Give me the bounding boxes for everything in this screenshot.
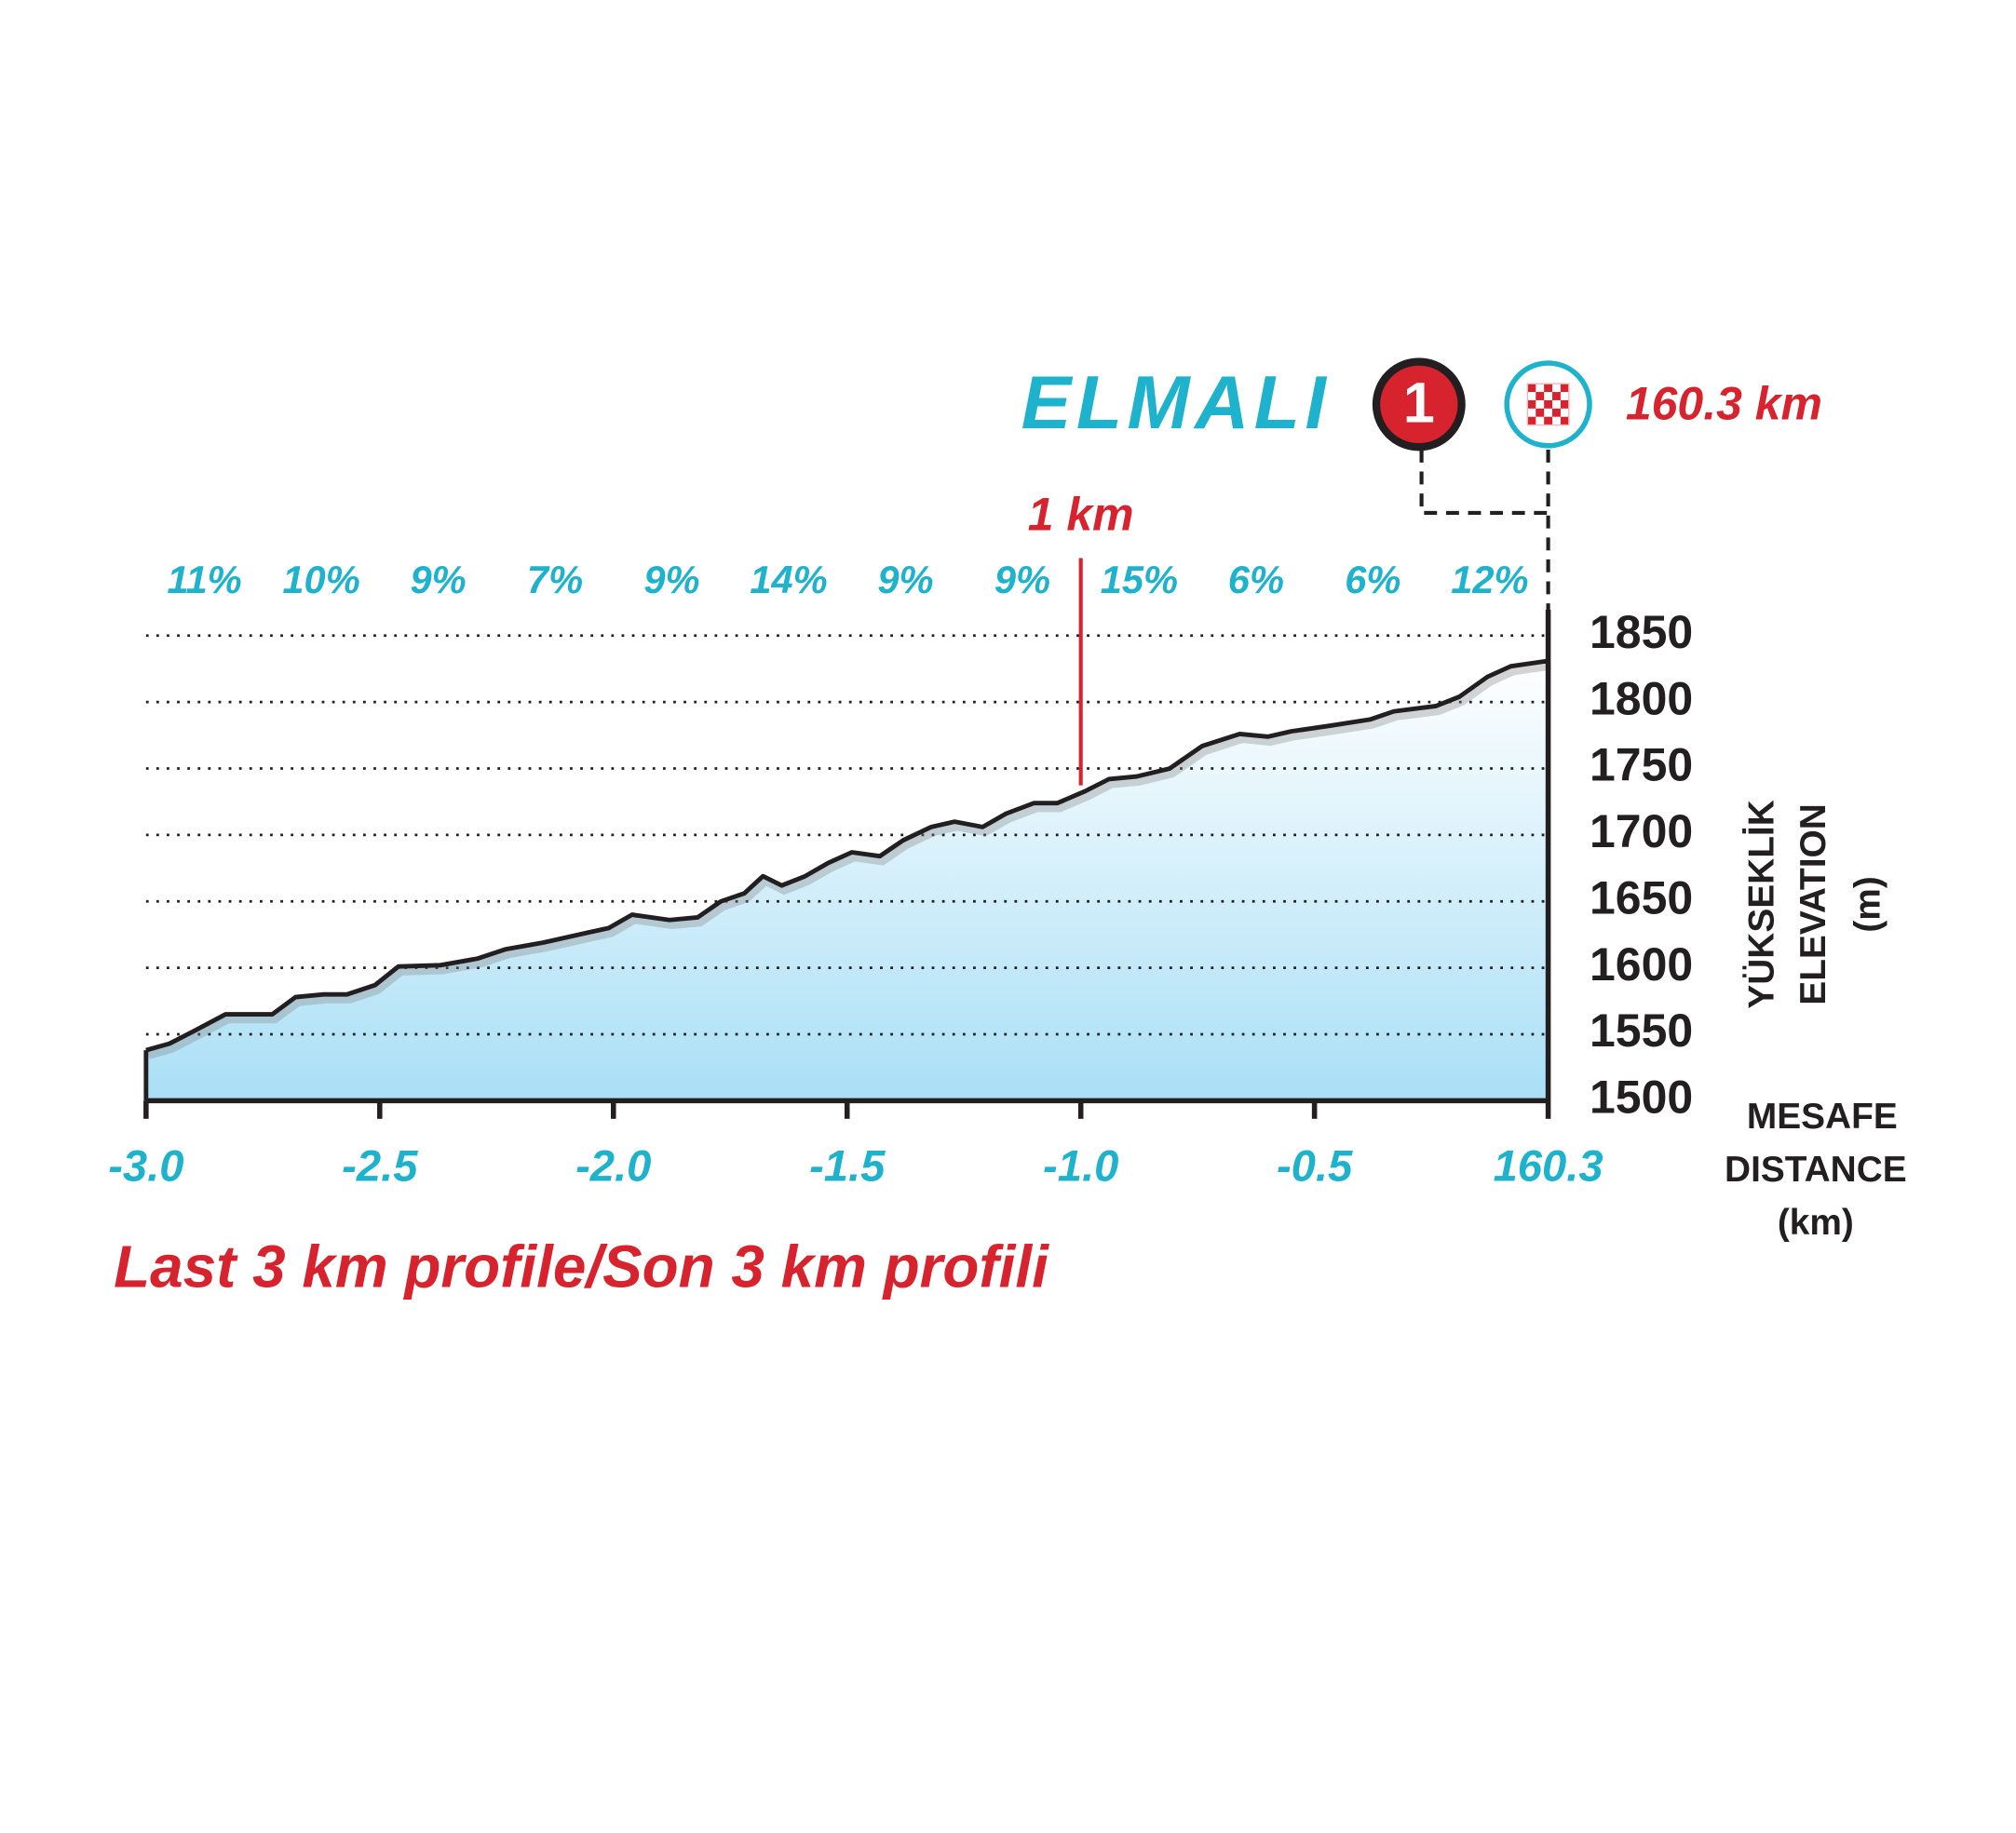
y-tick-label: 1750: [1590, 739, 1693, 791]
flag-cell: [1544, 399, 1553, 409]
gradient-label: 9%: [410, 558, 466, 601]
y-tick-label: 1800: [1590, 672, 1693, 724]
climb-category: 1: [1403, 371, 1435, 434]
gradient-label: 11%: [167, 558, 241, 601]
gradient-label: 7%: [527, 558, 583, 601]
flag-cell: [1560, 384, 1569, 393]
x-tick-label: -0.5: [1277, 1140, 1353, 1190]
flag-cell: [1527, 384, 1536, 393]
line-shadow: [147, 662, 1551, 1059]
flag-cell: [1552, 408, 1561, 417]
gradient-label: 12%: [1451, 558, 1528, 601]
gradient-label: 9%: [994, 558, 1050, 601]
place-name: ELMALI: [1022, 361, 1332, 445]
km-marker-label: 1 km: [1028, 489, 1134, 541]
flag-cell: [1544, 384, 1553, 393]
y-tick-label: 1600: [1590, 938, 1693, 991]
main-layer: 1500 1550 1600 1650 1700 1750 1800 1850 -3.0 -2.5…: [108, 489, 1693, 1191]
gradient-label: 10%: [282, 558, 359, 601]
profile-line: [143, 658, 1551, 1101]
area-fill: [145, 660, 1549, 1101]
flag-cell: [1552, 392, 1561, 400]
area-layer: [145, 660, 1549, 1101]
flag-cell: [1527, 399, 1536, 409]
gradient-label: 6%: [1228, 558, 1284, 601]
finish-distance: 160.3 km: [1626, 377, 1822, 429]
finish-connector: [1419, 449, 1550, 611]
finish-flag: [1526, 383, 1570, 426]
x-tick-label: -1.5: [809, 1140, 886, 1190]
y-axis-title: (m): [1847, 876, 1887, 932]
x-tick-label: -3.0: [108, 1140, 183, 1190]
flag-cell: [1544, 416, 1553, 425]
gradient-label: 9%: [877, 558, 933, 601]
x-tick-label: -1.0: [1043, 1140, 1118, 1190]
gradient-label: 14%: [750, 558, 827, 601]
y-axis-title: YÜKSEKLİK: [1742, 800, 1782, 1008]
chart-title: Last 3 km profile/Son 3 km profili: [114, 1233, 1049, 1300]
y-tick-label: 1550: [1590, 1004, 1693, 1057]
flag-cell: [1560, 399, 1569, 409]
y-axis-title: ELEVATION: [1793, 803, 1833, 1005]
flag-border: [1526, 383, 1570, 426]
flag-cell: [1536, 392, 1545, 400]
y-tick-label: 1850: [1590, 606, 1693, 658]
y-tick-label: 1650: [1590, 871, 1693, 923]
x-axis-title: (km): [1778, 1203, 1854, 1243]
x-tick-label: 160.3: [1494, 1140, 1603, 1190]
flag-cell: [1536, 408, 1545, 417]
y-tick-label: 1700: [1590, 805, 1693, 857]
gradient-label: 15%: [1101, 558, 1178, 601]
gradient-label: 9%: [643, 558, 699, 601]
x-tick-label: -2.5: [342, 1140, 418, 1190]
x-axis-title: DISTANCE: [1725, 1150, 1907, 1190]
flag-cell: [1560, 416, 1569, 425]
climb-badge: [1372, 357, 1466, 452]
gradient-label: 6%: [1345, 558, 1400, 601]
flag-cell: [1527, 416, 1536, 425]
x-axis-title: MESAFE: [1747, 1097, 1898, 1137]
y-tick-label: 1500: [1590, 1071, 1693, 1124]
x-tick-label: -2.0: [575, 1140, 651, 1190]
